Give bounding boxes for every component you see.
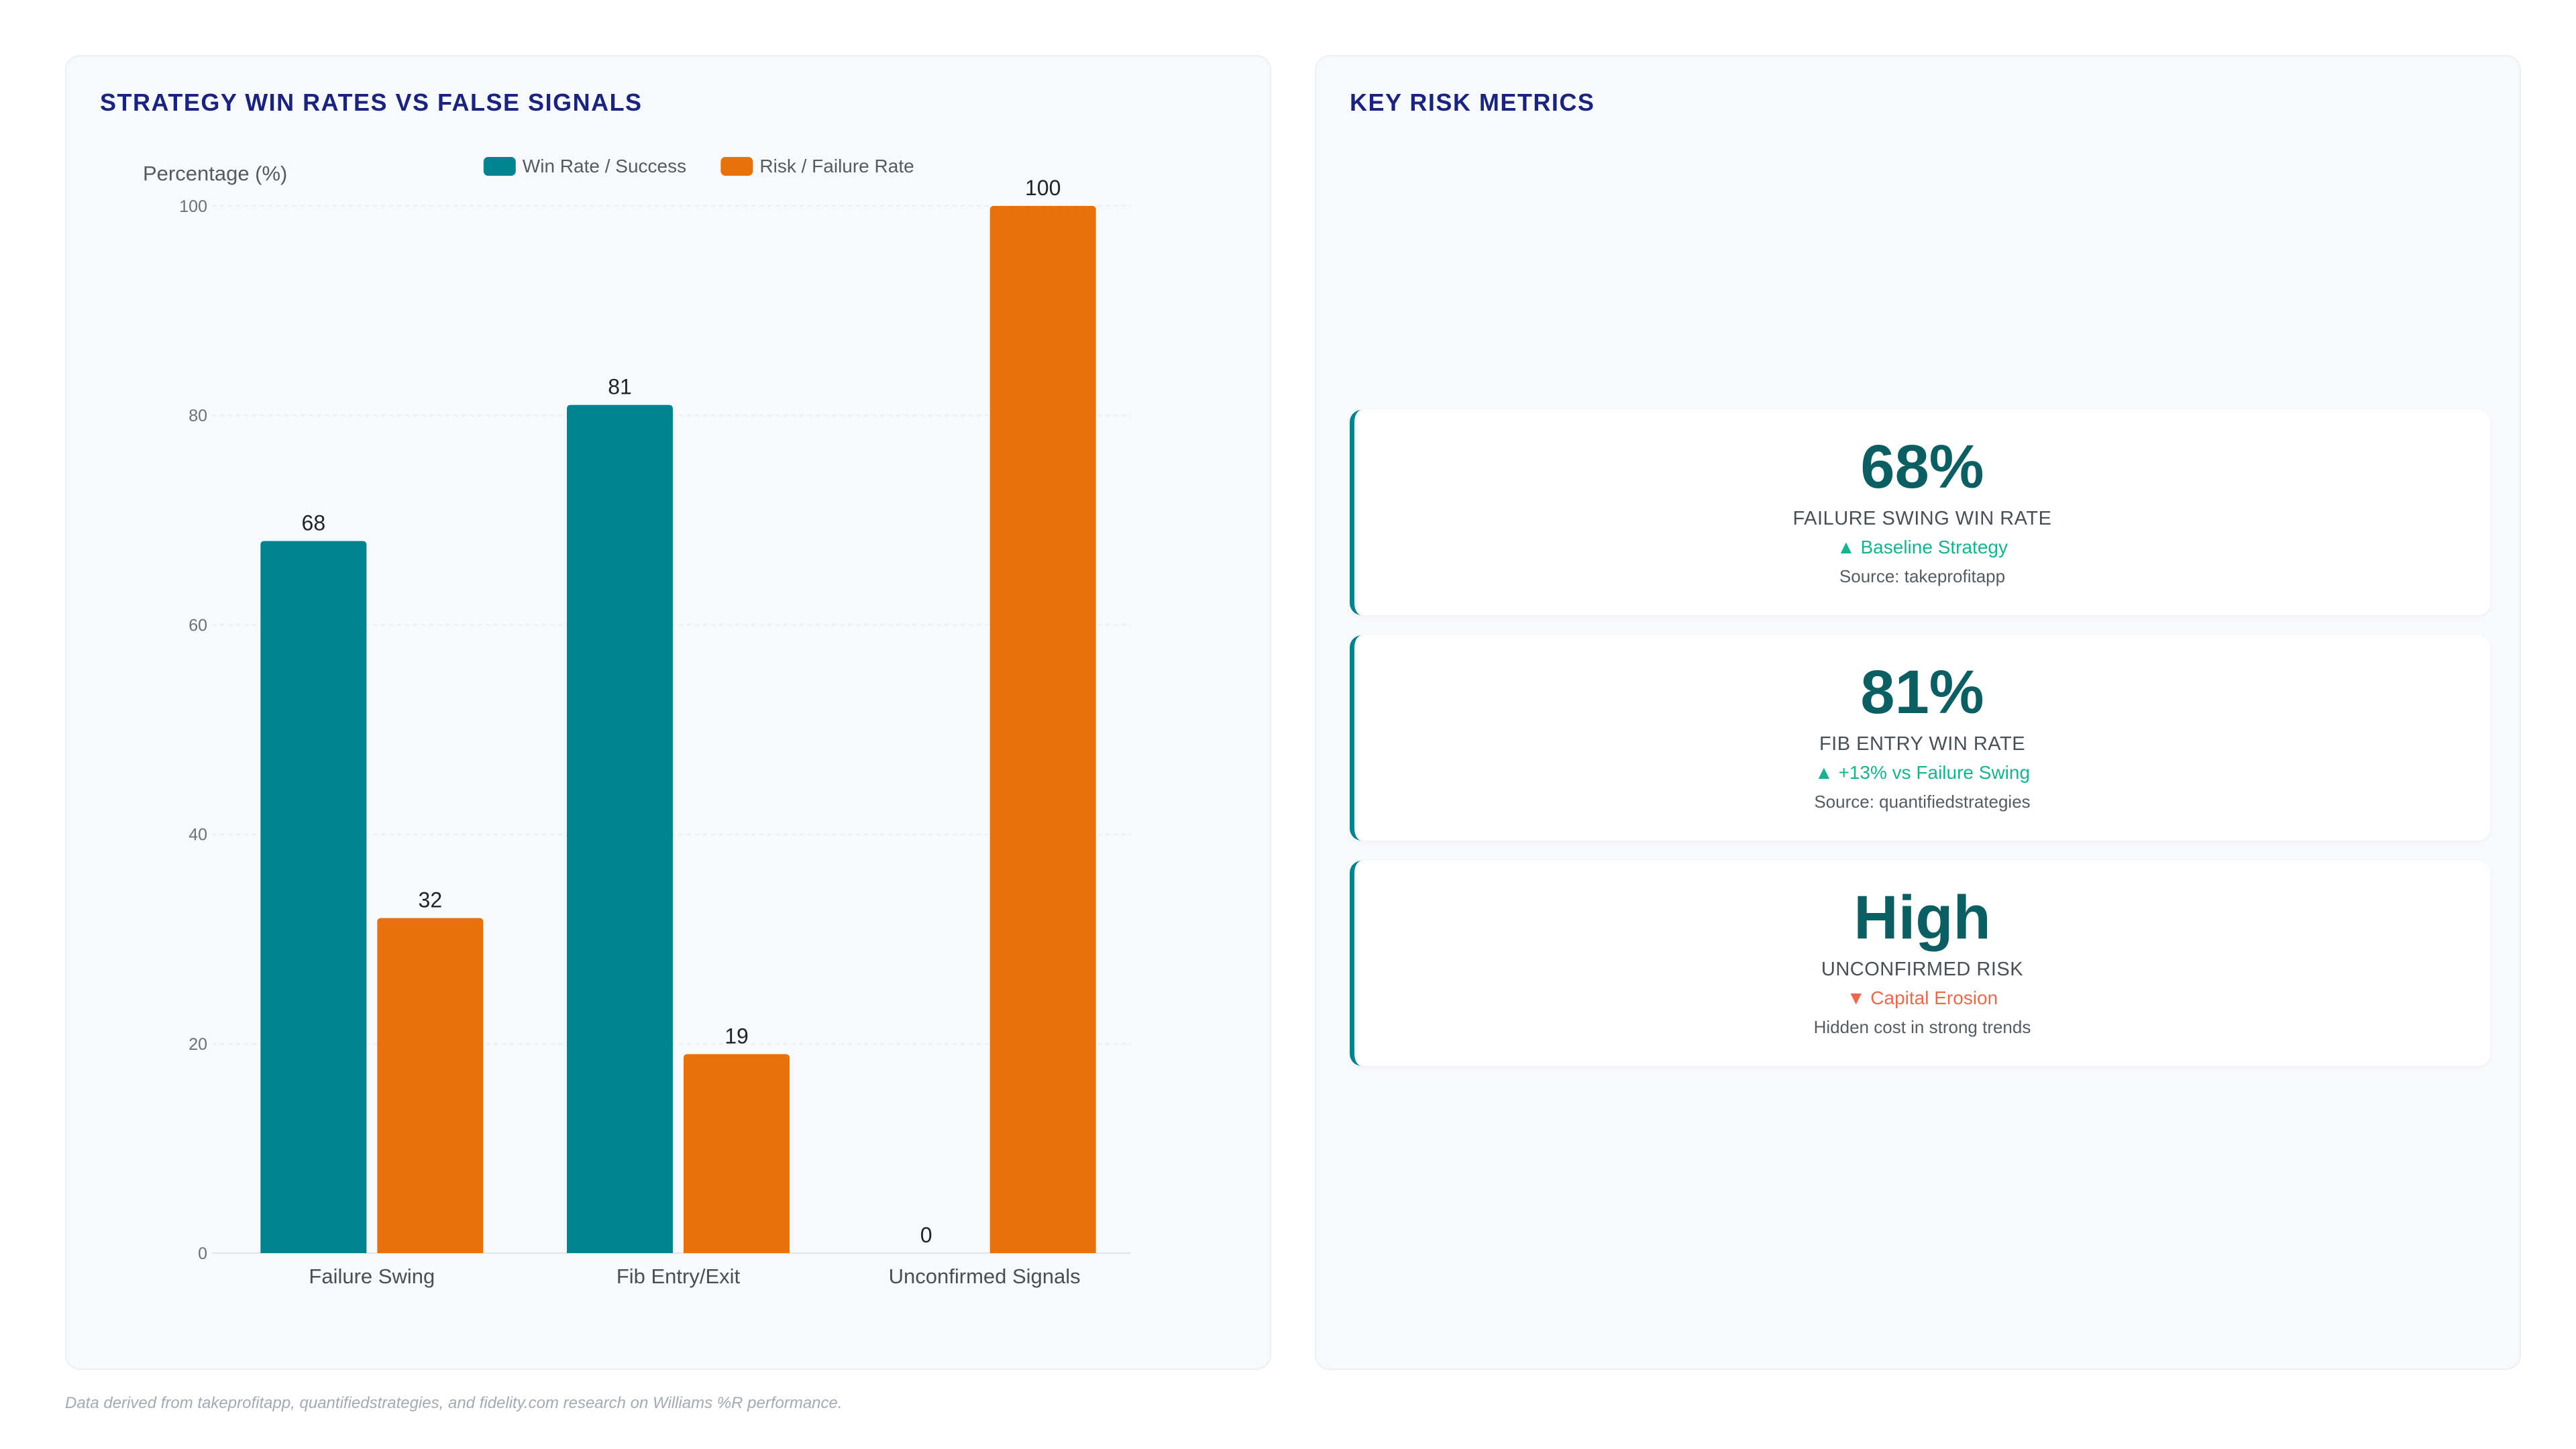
chart-panel-title: STRATEGY WIN RATES VS FALSE SIGNALS bbox=[100, 89, 643, 116]
metric-label: UNCONFIRMED RISK bbox=[1821, 959, 2024, 980]
metric-trend: ▲ +13% vs Failure Swing bbox=[1814, 762, 2031, 783]
bar-1-1 bbox=[684, 1054, 790, 1253]
y-axis-label: Percentage (%) bbox=[143, 162, 287, 185]
x-tick-label: Unconfirmed Signals bbox=[889, 1265, 1081, 1288]
y-tick-label: 100 bbox=[179, 197, 207, 216]
data-label: 100 bbox=[1025, 176, 1061, 200]
data-label: 32 bbox=[419, 888, 443, 912]
metric-card-failure-swing: 68% FAILURE SWING WIN RATE ▲ Baseline St… bbox=[1350, 410, 2490, 615]
metric-source: Source: takeprofitapp bbox=[1839, 566, 2006, 586]
bar-1-0 bbox=[567, 405, 673, 1253]
metric-trend: ▲ Baseline Strategy bbox=[1837, 537, 2008, 557]
data-label: 81 bbox=[608, 375, 632, 399]
metric-source: Source: quantifiedstrategies bbox=[1814, 792, 2031, 812]
legend-label-1: Risk / Failure Rate bbox=[759, 156, 914, 176]
x-tick-label: Failure Swing bbox=[309, 1265, 435, 1288]
data-label: 19 bbox=[724, 1024, 749, 1048]
metric-source: Hidden cost in strong trends bbox=[1813, 1017, 2031, 1037]
metrics-panel-title: KEY RISK METRICS bbox=[1350, 89, 1595, 116]
y-tick-label: 80 bbox=[189, 407, 207, 425]
legend-label-0: Win Rate / Success bbox=[523, 156, 686, 176]
bar-chart: 0 20 40 60 80 100 Percentage (%) Win Rate / Suc… bbox=[143, 156, 1131, 1288]
y-tick-label: 60 bbox=[189, 616, 207, 635]
metric-label: FIB ENTRY WIN RATE bbox=[1819, 733, 2026, 755]
bar-0-0 bbox=[260, 541, 367, 1253]
metric-value: 68% bbox=[1860, 433, 1984, 501]
data-label: 68 bbox=[302, 511, 326, 535]
bar-2-1 bbox=[989, 206, 1096, 1253]
metric-card-fib-entry: 81% FIB ENTRY WIN RATE ▲ +13% vs Failure… bbox=[1350, 635, 2490, 841]
x-tick-label: Fib Entry/Exit bbox=[616, 1265, 741, 1288]
metric-card-unconfirmed-risk: High UNCONFIRMED RISK ▼ Capital Erosion … bbox=[1350, 861, 2490, 1066]
metric-value: High bbox=[1854, 883, 1991, 952]
y-tick-label: 0 bbox=[198, 1244, 207, 1263]
y-tick-label: 40 bbox=[189, 826, 207, 845]
y-tick-label: 20 bbox=[189, 1035, 207, 1054]
metrics-panel: KEY RISK METRICS 68% FAILURE SWING WIN R… bbox=[1315, 55, 2521, 1370]
metric-value: 81% bbox=[1860, 658, 1984, 727]
legend-swatch-1 bbox=[720, 157, 753, 176]
data-label: 0 bbox=[920, 1223, 932, 1247]
legend-swatch-0 bbox=[483, 157, 516, 176]
chart-panel: STRATEGY WIN RATES VS FALSE SIGNALS 0 20 4… bbox=[65, 55, 1271, 1370]
metric-trend: ▼ Capital Erosion bbox=[1846, 987, 1998, 1008]
bar-0-1 bbox=[377, 918, 484, 1253]
footer-note: Data derived from takeprofitapp, quantif… bbox=[65, 1394, 843, 1412]
metric-label: FAILURE SWING WIN RATE bbox=[1792, 508, 2052, 529]
